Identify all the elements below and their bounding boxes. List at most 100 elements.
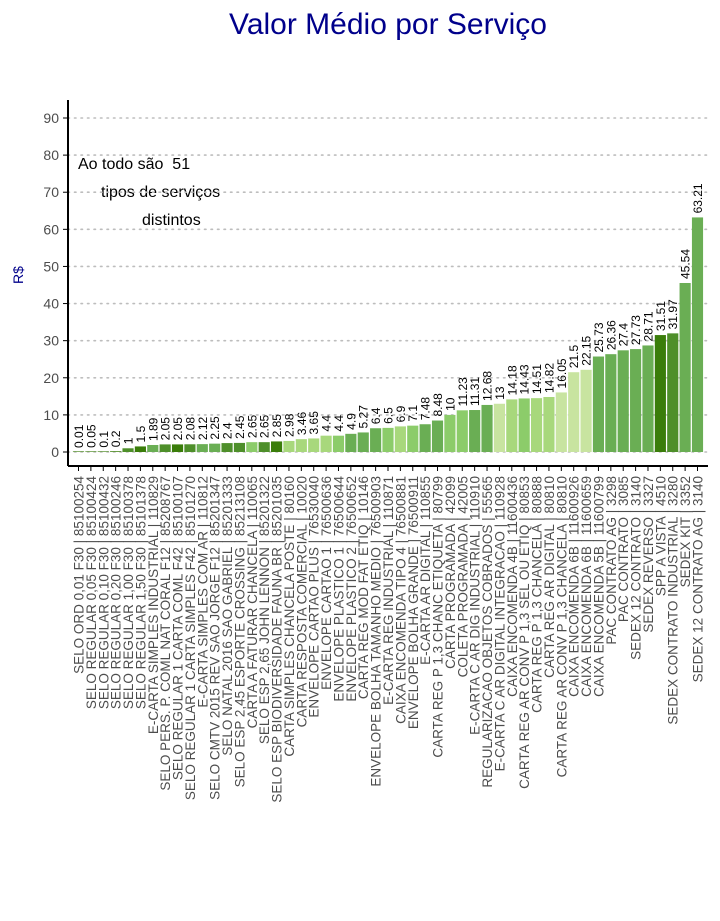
bar [605, 354, 617, 452]
x-tick-label: E-CARTA AR DIGITAL | 110855 [418, 476, 433, 665]
data-label: 2.08 [183, 417, 197, 441]
bar [394, 426, 406, 452]
data-label: 26.36 [604, 320, 618, 350]
bar [283, 440, 295, 452]
bar [444, 414, 456, 452]
x-tick-label: CARTA REG P 1,3 CHANCELA | 80888 [530, 476, 545, 713]
bar [246, 442, 258, 452]
bar [580, 369, 592, 452]
data-label: 3.65 [307, 411, 321, 435]
bar [320, 435, 332, 452]
bar [555, 392, 567, 452]
x-tick-label: CAIXA ENCOMENDA 6B | 11600926 [567, 476, 582, 697]
y-tick-label: 90 [43, 110, 59, 126]
x-tick-label: CARTA REG AR DIGITAL | 80810 [542, 476, 557, 678]
data-label: 14.18 [505, 365, 519, 395]
x-tick-label: SELO REGULAR 1 CARTA COML F42 | 85100107 [171, 476, 186, 780]
x-tick-label: CARTA REG P 1,3 CHANC ETIQUETA | 80799 [431, 476, 446, 758]
y-tick-label: 20 [43, 370, 59, 386]
bar [134, 446, 146, 452]
bar [196, 444, 208, 452]
annotation-line-1: Ao todo são 51 [78, 156, 191, 173]
x-tick-label: SEDEX 12 CONTRATO | 3140 [629, 476, 644, 660]
x-tick-label: SEDEX REVERSO | 3327 [641, 476, 656, 633]
x-tick-label: ENVELOPE PLASTICO 1 | 76500644 [331, 476, 346, 702]
bar [493, 403, 505, 452]
bar [630, 349, 642, 452]
x-tick-label: CAIXA ENCOMENDA 5B | 11600799 [591, 476, 606, 697]
data-label: 6.9 [394, 405, 408, 422]
bar [407, 425, 419, 452]
x-tick-label: CARTA PROGRAMADA | 42099 [443, 476, 458, 669]
data-label: 63.21 [691, 183, 705, 213]
x-tick-label: ENVELOPE BOLHA GRANDE | 76500911 [406, 476, 421, 729]
y-tick-label: 50 [43, 258, 59, 274]
data-label: 11.23 [456, 377, 470, 406]
data-label: 13 [493, 386, 507, 400]
x-tick-label: SELO REGULAR 1 CARTA SIMPLES F42 | 85101… [183, 476, 198, 800]
x-tick-label: CARTA REG AR CONV P 1,3 CHANCELA | 80810 [554, 476, 569, 777]
data-label: 4.4 [332, 415, 346, 432]
x-tick-label: SEDEX CONTRATO INDUSTRIAL | 3280 [666, 476, 681, 725]
data-label: 5.27 [357, 405, 371, 429]
data-label: 1 [122, 437, 136, 444]
bar [233, 442, 246, 452]
bar [184, 444, 196, 452]
bar [295, 439, 307, 452]
data-label: 12.68 [481, 371, 495, 401]
data-label: 27.4 [617, 323, 631, 347]
bar [122, 448, 134, 452]
y-tick-label: 80 [43, 147, 59, 163]
data-label: 16.05 [555, 358, 569, 388]
annotation-line-3: distintos [142, 212, 201, 229]
data-label: 14.82 [542, 363, 556, 393]
data-label: 14.51 [530, 364, 544, 394]
bar [332, 435, 345, 452]
x-tick-label: CARTA RESPOSTA COMERCIAL | 10020 [294, 476, 309, 727]
bar [543, 397, 555, 452]
x-tick-label: CARTA REG MOD FAT ETIQ | 10146 [356, 476, 371, 699]
x-tick-label: CARTA REG AR CONV P 1,3 SEL OU ETIQ | 80… [517, 476, 532, 789]
bar [617, 350, 629, 452]
bar [147, 444, 159, 452]
bar [271, 441, 283, 452]
x-tick-label: SEDEX KIT | 3352 [678, 476, 693, 587]
x-tick-label: SELO ORD 0,01 F30 | 85100254 [72, 476, 87, 674]
data-label: 7.1 [406, 405, 420, 422]
bar [431, 420, 444, 452]
x-tick-label: SELO ESP 2,65 JOHN LENNON | 85201322 [257, 476, 272, 744]
x-tick-label: PAC CONTRATO | 3085 [616, 476, 631, 622]
data-label: 25.73 [592, 322, 606, 352]
bar [209, 443, 221, 452]
bar [568, 372, 580, 452]
x-tick-label: CAIXA ENCOMENDA TIPO 4 | 76500881 [393, 476, 408, 724]
bar [72, 451, 85, 452]
x-tick-label: SELO NATAL 2016 SAO GABRIEL | 85201333 [220, 476, 235, 756]
bar [357, 432, 369, 452]
data-label: 2.25 [208, 416, 222, 440]
data-label: 2.98 [282, 413, 296, 437]
x-tick-label: SELO ESP 2,45 ESPORTE CROSSING | 8521310… [232, 476, 247, 787]
data-label: 8.48 [431, 393, 445, 417]
y-tick-label: 40 [43, 296, 59, 312]
bar [419, 424, 431, 452]
data-label: 45.54 [679, 249, 693, 279]
bar [456, 410, 468, 452]
x-tick-label: ENVELOPE CARTAO PLUS | 76530040 [307, 476, 322, 718]
x-tick-label: CAIXA ENCOMENDA 4B | 11600436 [505, 476, 520, 697]
x-tick-label: E-CARTA C AR DIG INDUSTRIAL | 110910 [468, 476, 483, 735]
data-label: 3.46 [295, 411, 309, 435]
bar [308, 438, 320, 452]
x-tick-label: CARTA SIMPLES CHANCELA POSTE | 80160 [282, 476, 297, 757]
data-label: 0.01 [72, 424, 86, 448]
data-label: 21.5 [567, 345, 581, 369]
x-tick-label: CAIXA ENCOMENDA 6B | 11600659 [579, 476, 594, 697]
data-label: 14.43 [518, 364, 532, 394]
data-label: 0.1 [97, 431, 111, 448]
y-tick-label: 70 [43, 184, 59, 200]
data-label: 7.48 [419, 397, 433, 421]
data-label: 2.05 [159, 417, 173, 441]
data-label: 4.9 [344, 413, 358, 430]
